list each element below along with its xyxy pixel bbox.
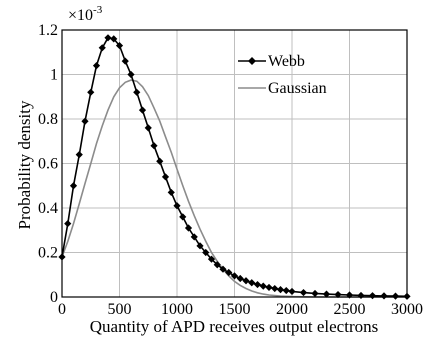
data-point-webb (202, 248, 210, 257)
data-point-webb (92, 62, 101, 70)
data-point-webb (127, 70, 135, 79)
x-tick-label: 1500 (219, 301, 251, 318)
data-point-webb (242, 277, 250, 285)
data-point-webb (368, 292, 377, 300)
legend-label-gaussian: Gaussian (268, 80, 327, 97)
series-layer (58, 34, 411, 300)
data-point-webb (156, 157, 164, 165)
data-point-webb (133, 88, 141, 96)
data-point-webb (265, 283, 273, 292)
data-point-webb (288, 287, 296, 296)
data-point-webb (334, 290, 342, 299)
data-point-webb (110, 35, 118, 43)
data-point-webb (75, 151, 83, 159)
legend: Webb Gaussian (238, 53, 327, 97)
series-line-gaussian (61, 79, 407, 298)
y-tick-label: 0.6 (38, 156, 58, 173)
plot-frame (61, 29, 408, 298)
y-tick-label: 1.2 (38, 22, 58, 39)
data-point-webb (184, 224, 193, 232)
data-point-webb (391, 292, 400, 300)
legend-item-gaussian: Gaussian (238, 80, 327, 97)
data-point-webb (121, 57, 129, 65)
data-point-webb (230, 272, 239, 280)
data-point-webb (179, 213, 187, 221)
data-point-webb (173, 202, 181, 210)
x-tick-label: 500 (108, 301, 132, 318)
data-point-webb (98, 44, 106, 52)
legend-item-webb: Webb (238, 53, 305, 70)
data-point-webb (380, 292, 388, 300)
data-point-webb (357, 291, 365, 300)
legend-marker-webb (248, 57, 256, 65)
data-point-webb (282, 286, 290, 295)
y-tick-label: 0.4 (38, 200, 58, 217)
data-point-webb (259, 282, 267, 290)
y-axis-label: Probability density (15, 100, 34, 229)
x-tick-label: 2000 (276, 301, 308, 318)
data-point-webb (196, 242, 204, 250)
data-point-webb (299, 288, 308, 297)
data-point-webb (190, 233, 198, 241)
data-point-webb (115, 41, 124, 50)
data-point-webb (81, 117, 89, 125)
data-point-webb (87, 88, 95, 96)
x-tick-label: 2500 (334, 301, 366, 318)
grid (62, 30, 407, 297)
x-axis-label: Quantity of APD receives output electron… (90, 317, 378, 336)
data-point-webb (167, 188, 175, 197)
y-axis-multiplier: ×10-3 (68, 4, 103, 24)
x-tick-label: 1000 (161, 301, 193, 318)
data-point-webb (322, 290, 331, 298)
x-tick-label: 0 (58, 301, 66, 318)
data-point-webb (253, 280, 262, 289)
legend-label-webb: Webb (268, 53, 305, 70)
data-point-webb (161, 173, 170, 181)
data-point-webb (104, 34, 112, 42)
data-point-webb (213, 261, 221, 269)
tick-labels: 0 500 1000 1500 2000 2500 3000 0 0.2 0.4 0.6 0.8 1 1.… (38, 22, 423, 318)
data-point-webb (276, 286, 285, 294)
data-point-webb (311, 289, 319, 298)
y-axis-multiplier-exponent: -3 (93, 4, 103, 16)
data-point-webb (271, 284, 279, 293)
y-tick-label: 0.8 (38, 111, 58, 128)
y-tick-label: 0.2 (38, 245, 58, 262)
data-point-webb (150, 142, 158, 150)
y-tick-label: 1 (50, 67, 58, 84)
data-point-webb (64, 219, 72, 228)
data-point-webb (219, 265, 227, 273)
x-tick-label: 3000 (391, 301, 423, 318)
data-point-webb (144, 124, 152, 132)
data-point-webb (236, 274, 244, 283)
data-point-webb (69, 182, 78, 190)
data-point-webb (225, 268, 233, 277)
data-point-webb (248, 279, 256, 287)
data-point-webb (138, 106, 147, 114)
data-point-webb (207, 255, 216, 263)
y-tick-label: 0 (50, 289, 58, 306)
